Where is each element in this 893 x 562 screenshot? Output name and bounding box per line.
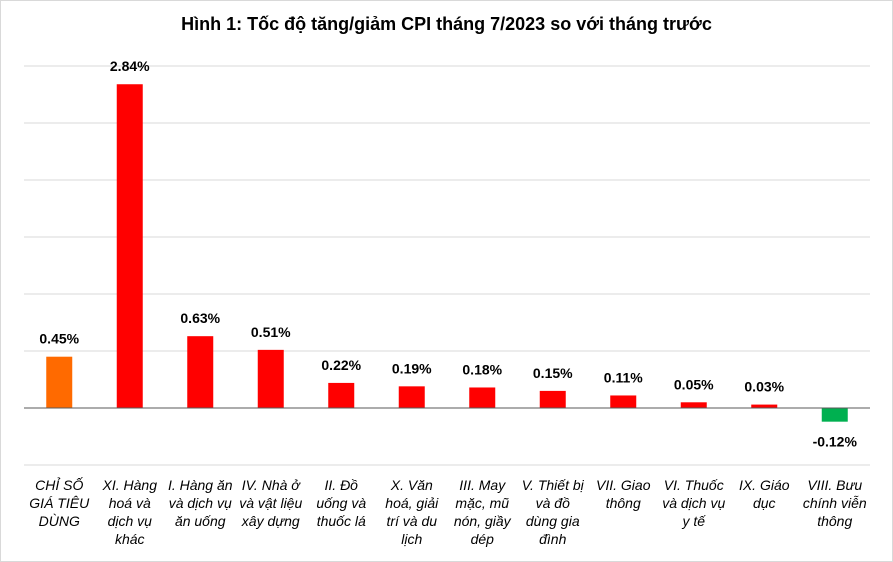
category-label: X. Văn hoá, giải trí và du lịch <box>385 477 439 547</box>
category-label: I. Hàng ăn và dịch vụ ăn uống <box>167 477 233 529</box>
bar <box>398 386 425 408</box>
category-label: VIII. Bưu chính viễn thông <box>802 477 867 529</box>
data-label: 0.19% <box>392 360 432 376</box>
bar <box>821 408 848 422</box>
bar <box>610 395 637 408</box>
category-label: IV. Nhà ở và vật liệu xây dựng <box>239 477 303 529</box>
category-label: CHỈ SỐ GIÁ TIÊU DÙNG <box>29 477 90 529</box>
data-label: 0.03% <box>744 379 784 395</box>
category-label: VII. Giao thông <box>596 477 651 511</box>
bar <box>469 387 496 408</box>
data-label: 0.11% <box>604 369 643 385</box>
bar <box>539 390 566 408</box>
data-label: 0.15% <box>533 365 573 381</box>
bar <box>187 336 214 408</box>
bar <box>116 84 143 409</box>
category-label: V. Thiết bị và đồ dùng gia đình <box>521 477 584 547</box>
data-label: 0.63% <box>180 310 220 326</box>
data-label: 0.18% <box>462 361 502 377</box>
bar <box>680 402 707 408</box>
chart-title: Hình 1: Tốc độ tăng/giảm CPI tháng 7/202… <box>181 14 712 34</box>
data-label: -0.12% <box>813 434 858 450</box>
category-label: XI. Hàng hoá và dịch vụ khác <box>102 477 157 547</box>
data-label: 2.84% <box>110 58 150 74</box>
category-label: II. Đồ uống và thuốc lá <box>316 477 367 529</box>
bar <box>751 404 778 408</box>
data-label: 0.22% <box>321 357 361 373</box>
category-label: III. May mặc, mũ nón, giầy dép <box>453 477 511 547</box>
category-label: VI. Thuốc và dịch vụ y tế <box>662 477 726 529</box>
bar <box>257 349 284 408</box>
data-label: 0.45% <box>39 331 79 347</box>
bar <box>46 356 73 408</box>
data-label: 0.51% <box>251 324 291 340</box>
data-label: 0.05% <box>674 376 714 392</box>
category-label: IX. Giáo dục <box>738 477 790 511</box>
bar <box>328 382 355 408</box>
